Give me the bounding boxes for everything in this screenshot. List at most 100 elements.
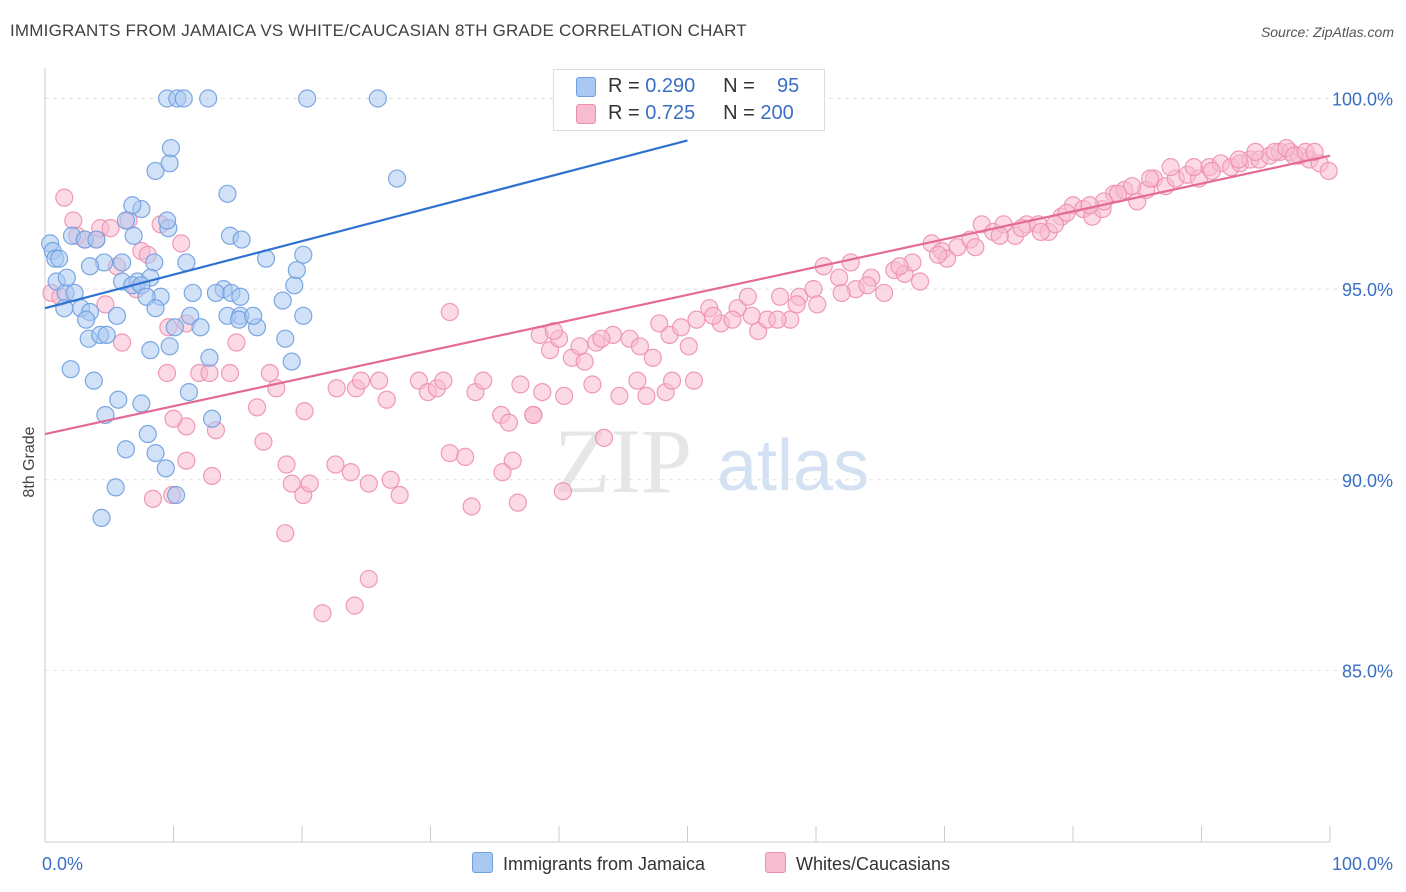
data-point-whites: [1229, 150, 1248, 169]
data-point-jamaica: [244, 306, 263, 325]
data-point-whites: [804, 280, 823, 299]
x-tick-labels: 0.0% 100.0%: [42, 854, 1393, 874]
data-point-whites: [990, 226, 1009, 245]
data-point-whites: [1080, 196, 1099, 215]
data-point-jamaica: [146, 443, 165, 463]
data-point-whites: [787, 295, 806, 314]
trendline-jamaica: [44, 139, 688, 310]
bottom-legend-label-jamaica: Immigrants from Jamaica: [503, 854, 706, 874]
data-point-jamaica: [87, 230, 106, 249]
data-point-whites: [928, 245, 948, 264]
data-point-jamaica: [106, 478, 125, 497]
data-point-jamaica: [199, 89, 218, 108]
data-point-jamaica: [218, 184, 237, 203]
data-point-jamaica: [80, 257, 100, 276]
data-point-whites: [177, 451, 196, 470]
data-point-whites: [630, 337, 650, 356]
data-point-jamaica: [282, 352, 301, 371]
correlation-legend: R = 0.290 N = 95 R = 0.725 N = 200: [553, 69, 825, 131]
data-point-whites: [381, 470, 400, 489]
data-point-jamaica: [116, 211, 136, 230]
data-point-whites: [966, 238, 985, 257]
data-point-whites: [768, 310, 787, 329]
data-point-whites: [370, 371, 389, 390]
bottom-legend-jamaica[interactable]: Immigrants from Jamaica: [472, 852, 705, 875]
data-point-jamaica: [177, 253, 196, 272]
data-point-whites: [671, 318, 691, 337]
data-point-whites: [202, 466, 222, 486]
legend-swatch-pink: [576, 104, 596, 124]
data-point-whites: [327, 379, 346, 398]
data-point-jamaica: [285, 276, 304, 295]
data-point-jamaica: [157, 211, 177, 230]
data-point-jamaica: [298, 89, 317, 108]
y-tick-label: 90.0%: [1342, 471, 1393, 491]
data-point-whites: [359, 474, 378, 493]
data-point-whites: [643, 348, 662, 367]
data-point-jamaica: [160, 154, 179, 173]
data-point-jamaica: [232, 230, 251, 249]
data-point-whites: [440, 302, 459, 322]
data-point-whites: [341, 463, 360, 482]
data-point-whites: [260, 363, 279, 383]
data-point-jamaica: [202, 409, 222, 428]
bottom-legend-swatch-blue: [472, 852, 493, 873]
data-point-whites: [1305, 142, 1324, 161]
axes: [44, 68, 1331, 843]
y-axis-label: 8th Grade: [21, 426, 38, 497]
legend-r-value: 0.725: [645, 102, 696, 124]
legend-r-value: 0.290: [645, 75, 696, 97]
data-point-whites: [875, 283, 894, 303]
data-point-whites: [434, 371, 453, 390]
data-point-whites: [553, 482, 572, 501]
data-point-jamaica: [112, 253, 132, 272]
data-point-whites: [533, 382, 552, 402]
data-point-whites: [345, 596, 364, 615]
data-point-jamaica: [161, 138, 181, 158]
data-point-whites: [592, 329, 611, 348]
legend-swatch-blue: [576, 77, 596, 97]
data-point-whites: [610, 386, 629, 406]
data-point-jamaica: [97, 325, 116, 344]
data-point-jamaica: [166, 485, 186, 505]
data-point-jamaica: [146, 299, 165, 318]
data-point-whites: [164, 409, 183, 428]
data-point-whites: [555, 386, 574, 406]
data-point-whites: [157, 363, 177, 383]
data-point-whites: [64, 211, 83, 230]
data-point-whites: [1184, 158, 1203, 177]
data-point-whites: [704, 306, 723, 325]
data-point-whites: [687, 310, 706, 329]
y-tick-label: 100.0%: [1332, 90, 1393, 110]
data-point-jamaica: [276, 329, 295, 348]
data-point-whites: [1123, 177, 1142, 196]
data-point-whites: [462, 497, 481, 516]
data-point-whites: [390, 485, 409, 505]
data-point-jamaica: [107, 306, 127, 325]
data-point-whites: [172, 234, 191, 253]
data-point-jamaica: [61, 360, 80, 379]
data-point-jamaica: [116, 440, 136, 459]
trendline-whites: [44, 154, 1331, 436]
data-point-whites: [112, 333, 132, 352]
data-point-jamaica: [123, 196, 142, 215]
data-point-whites: [1161, 158, 1180, 177]
data-point-whites: [220, 363, 240, 383]
data-point-jamaica: [146, 161, 165, 181]
data-point-jamaica: [294, 306, 313, 325]
data-point-jamaica: [77, 310, 96, 329]
data-point-whites: [830, 268, 849, 287]
legend-n-value: 200: [760, 102, 794, 124]
data-point-jamaica: [132, 394, 151, 413]
data-point-whites: [738, 287, 757, 306]
bottom-legend-whites[interactable]: Whites/Caucasians: [765, 852, 950, 875]
data-point-whites: [1246, 142, 1265, 161]
data-point-jamaica: [273, 291, 292, 310]
data-point-whites: [96, 295, 115, 314]
data-point-whites: [200, 363, 219, 383]
data-point-whites: [499, 413, 518, 432]
data-point-whites: [282, 474, 301, 493]
data-point-whites: [583, 375, 602, 394]
legend-n-label: N =: [723, 75, 755, 97]
data-point-jamaica: [294, 245, 313, 264]
